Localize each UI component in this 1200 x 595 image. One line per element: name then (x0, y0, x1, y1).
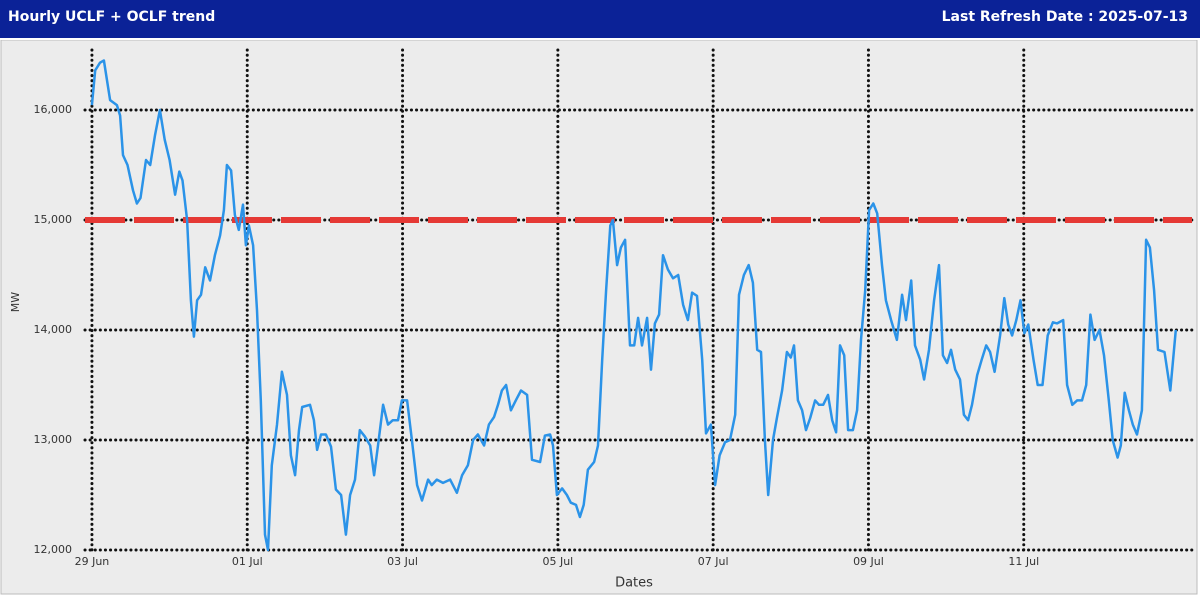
x-tick-label: 07 Jul (698, 555, 729, 568)
y-axis-title: MW (9, 292, 22, 312)
y-tick-label: 15,000 (34, 213, 73, 226)
x-tick-label: 03 Jul (387, 555, 418, 568)
x-tick-label: 09 Jul (853, 555, 884, 568)
y-tick-label: 14,000 (34, 323, 73, 336)
chart-panel (0, 40, 1198, 595)
header-bar: Hourly UCLF + OCLF trend Last Refresh Da… (0, 0, 1200, 38)
header-title: Hourly UCLF + OCLF trend (8, 9, 216, 25)
x-tick-label: 11 Jul (1008, 555, 1039, 568)
y-tick-label: 13,000 (34, 433, 73, 446)
x-axis-title: Dates (615, 576, 653, 591)
x-tick-label: 01 Jul (232, 555, 263, 568)
refresh-date: Last Refresh Date : 2025-07-13 (941, 9, 1188, 25)
data-line (90, 59, 1178, 552)
x-tick-label: 29 Jun (75, 555, 110, 568)
y-tick-label: 12,000 (34, 543, 73, 556)
x-tick-label: 05 Jul (542, 555, 573, 568)
y-tick-label: 16,000 (34, 103, 73, 116)
chart: MW Dates 12,000 13,000 14,000 15,000 16,000 2… (0, 40, 1198, 595)
